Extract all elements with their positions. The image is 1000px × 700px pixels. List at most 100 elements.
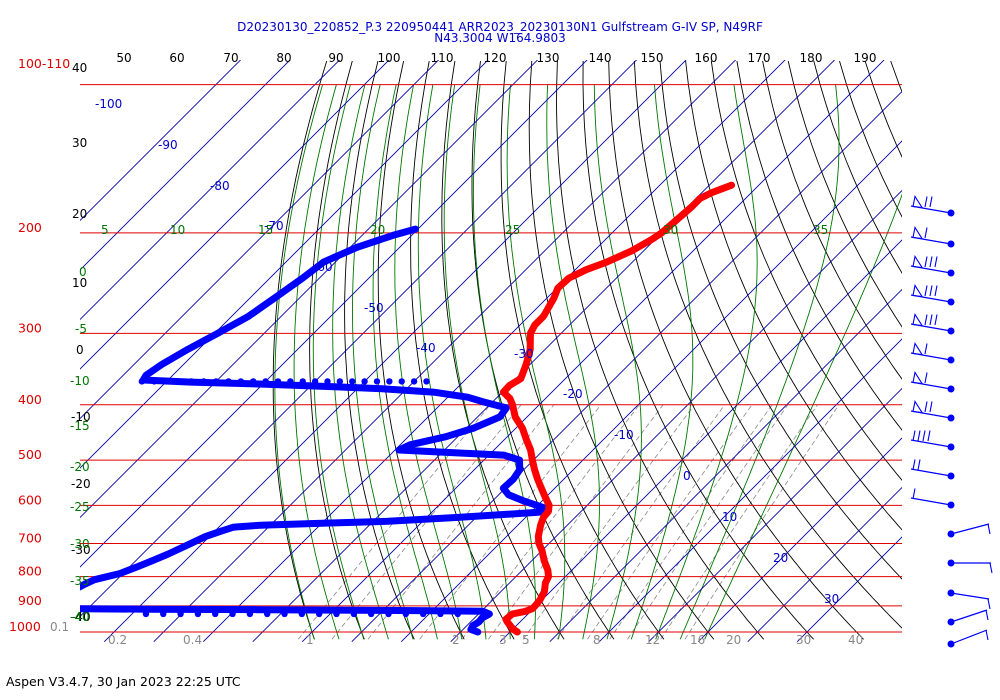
top-scale-label: 100	[378, 51, 401, 65]
moist-adiabat-line	[506, 84, 566, 640]
pressure-label: 1000	[9, 619, 41, 634]
dry-adiabat-line	[685, 60, 902, 531]
isotherm-line	[301, 60, 885, 643]
wind-barb-pennant	[912, 313, 924, 327]
wind-barb-flag	[985, 629, 989, 641]
dewpoint-point	[142, 610, 150, 618]
wind-barb-staff	[910, 439, 952, 448]
isotherm-line	[252, 60, 836, 643]
dewpoint-point	[398, 378, 405, 385]
mixing-ratio-line	[488, 404, 664, 640]
top-scale-label: 190	[854, 51, 877, 65]
dewpoint-point	[246, 610, 254, 618]
dewpoint-point	[274, 378, 282, 385]
dewpoint-point	[287, 378, 294, 385]
wind-barb-flag	[924, 256, 928, 268]
moist-adiabat-line	[443, 84, 511, 640]
dewpoint-point	[138, 378, 146, 385]
moist-adiabat-line	[546, 84, 600, 640]
isotherm-line	[103, 60, 687, 643]
dry-adiabat-line	[309, 60, 365, 640]
height-label: 20	[72, 207, 87, 221]
mixing-ratio-line	[684, 404, 840, 640]
moist-adiabat-label: 5	[101, 223, 109, 237]
wind-barb-pennant	[912, 342, 924, 356]
isotherm-line	[747, 486, 902, 643]
dewpoint-point	[315, 610, 323, 618]
chart-title-line1: D20230130_220852_P.3 220950441 ARR2023_2…	[237, 20, 763, 34]
dewpoint-point	[361, 378, 368, 385]
moist-adiabat-line	[274, 84, 324, 640]
moist-adiabat-label: -20	[70, 460, 90, 474]
dewpoint-point	[349, 378, 356, 385]
dry-adiabat-line	[500, 60, 665, 640]
dry-adiabat-line	[633, 60, 902, 629]
mixing-ratio-label: 0.2	[108, 633, 127, 647]
pressure-label: 100-110	[18, 56, 70, 71]
dry-adiabat-line	[659, 60, 902, 580]
dewpoint-point	[281, 610, 288, 618]
wind-barb-flag	[924, 343, 928, 355]
wind-barb-flag	[917, 459, 921, 471]
moist-adiabat-line	[630, 84, 694, 640]
wind-barb-flag	[922, 430, 926, 442]
isotherm-label: -40	[416, 341, 436, 355]
moist-adiabat-label: 15	[258, 223, 273, 237]
dewpoint-point	[336, 378, 344, 385]
isotherm-line	[499, 239, 902, 643]
dewpoint-point	[454, 610, 461, 618]
wind-barb-staff	[950, 609, 988, 623]
dewpoint-point	[423, 378, 430, 385]
wind-barb-flag	[934, 285, 938, 297]
isotherm-label: -20	[563, 387, 583, 401]
wind-barb-flag	[989, 562, 993, 574]
moist-adiabat-line	[472, 84, 536, 640]
temperature-trace	[499, 181, 736, 636]
wind-barb-flag	[924, 285, 928, 297]
mixing-ratio-label: 5	[522, 633, 530, 647]
top-scale-label: 70	[223, 51, 238, 65]
isotherm-line	[697, 437, 902, 643]
dry-adiabat-line	[787, 60, 902, 328]
top-scale-label: 130	[537, 51, 560, 65]
isotherm-line	[80, 60, 588, 568]
wind-barb-staff	[910, 468, 952, 477]
moist-adiabat-label: -5	[75, 322, 87, 336]
footer-version: Aspen V3.4.7, 30 Jan 2023 22:25 UTC	[6, 674, 241, 689]
dewpoint-point	[212, 610, 219, 618]
dewpoint-point	[385, 610, 392, 618]
isotherm-line	[796, 536, 902, 643]
dewpoint-point	[175, 378, 183, 385]
top-scale-label: 140	[589, 51, 612, 65]
isotherm-label: 20	[773, 551, 788, 565]
dry-adiabat-line	[608, 60, 864, 640]
dry-adiabat-line	[344, 60, 415, 640]
dewpoint-point	[212, 378, 220, 385]
wind-barb-flag	[985, 609, 989, 621]
mixing-ratio-line	[660, 404, 818, 640]
dewpoint-point	[264, 610, 271, 618]
dewpoint-point	[200, 378, 207, 385]
moist-adiabat-line	[352, 84, 414, 640]
moist-adiabat-line	[704, 193, 902, 640]
wind-barb-pennant	[912, 284, 924, 298]
isotherm-label: -90	[158, 138, 178, 152]
dry-adiabat-line	[528, 60, 715, 640]
moist-adiabat-label: 10	[170, 223, 185, 237]
isotherm-label: -70	[264, 219, 284, 233]
top-scale-label: 120	[484, 51, 507, 65]
dewpoint-point	[410, 378, 418, 385]
dewpoint-point	[311, 378, 319, 385]
isotherm-line	[80, 60, 638, 618]
height-label: -10	[71, 410, 91, 424]
mixing-ratio-label: 0.4	[183, 633, 202, 647]
dry-adiabat-line	[736, 60, 902, 431]
moist-adiabat-line	[593, 84, 642, 640]
wind-barb-flag	[987, 598, 991, 610]
moist-adiabat-line	[332, 84, 389, 640]
height-label: 0	[76, 343, 84, 357]
dewpoint-point	[194, 610, 202, 618]
wind-barb-flag	[924, 196, 928, 208]
height-label: 10	[72, 276, 87, 290]
